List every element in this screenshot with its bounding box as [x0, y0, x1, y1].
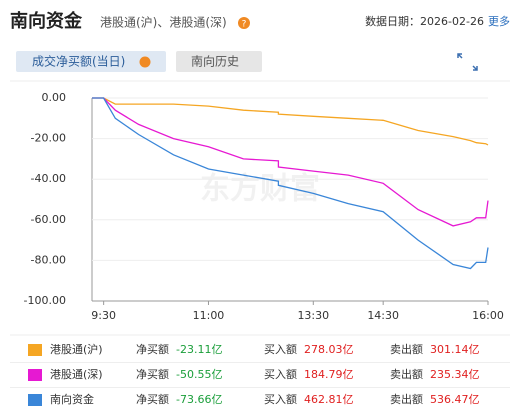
x-tick-label: 13:30	[297, 309, 329, 322]
tab-label: 南向历史	[191, 54, 239, 69]
series-line	[92, 97, 489, 270]
date: 数据日期：2026-02-26	[365, 14, 484, 28]
tab-active[interactable]	[16, 51, 166, 72]
y-tick-label: 0.00	[42, 91, 67, 104]
legend-swatch	[28, 394, 42, 406]
legend-swatch	[28, 344, 42, 356]
cell-value: 184.79亿	[304, 368, 354, 381]
legend-name: 港股通(深)	[50, 368, 103, 381]
help-mark: ?	[242, 20, 247, 30]
cell-label: 净买额	[136, 342, 169, 356]
watermark: 东方财富	[200, 172, 320, 207]
y-tick-label: -100.00	[24, 294, 66, 307]
cell-label: 净买额	[136, 367, 169, 381]
legend-name: 港股通(沪)	[50, 342, 103, 356]
title: 南向资金	[10, 10, 83, 32]
tab[interactable]	[176, 51, 262, 72]
cell-value: 301.14亿	[430, 343, 480, 356]
y-tick-label: -80.00	[31, 253, 66, 266]
subtitle: 港股通(沪)、港股通(深)	[100, 16, 227, 30]
cell-value: 462.81亿	[304, 393, 354, 406]
expand-icon[interactable]	[457, 53, 478, 71]
x-tick-label: 14:30	[367, 309, 399, 322]
cell-value: 278.03亿	[304, 343, 354, 356]
tab-label: 成交净买额(当日)	[32, 54, 125, 69]
series-line	[92, 97, 489, 227]
cell-label: 净买额	[136, 392, 169, 406]
y-tick-label: -40.00	[31, 172, 66, 185]
cell-value: 235.34亿	[430, 368, 480, 381]
cell-value: -73.66亿	[176, 393, 222, 406]
x-tick-label: 9:30	[91, 309, 116, 322]
y-tick-label: -60.00	[31, 213, 66, 226]
legend-name: 南向资金	[50, 392, 94, 406]
x-tick-label: 11:00	[193, 309, 225, 322]
more-link[interactable]: 更多	[488, 14, 510, 28]
y-tick-label: -20.00	[31, 132, 66, 145]
cell-label: 买入额	[264, 368, 297, 381]
cell-value: -23.11亿	[176, 343, 222, 356]
series-line	[92, 97, 489, 146]
cell-label: 买入额	[264, 393, 297, 406]
cell-value: 536.47亿	[430, 393, 480, 406]
cell-label: 卖出额	[390, 367, 423, 381]
cell-value: -50.55亿	[176, 368, 222, 381]
help-icon[interactable]	[238, 17, 250, 29]
x-tick-label: 16:00	[472, 309, 504, 322]
help-icon[interactable]	[139, 56, 151, 68]
cell-label: 买入额	[264, 343, 297, 356]
cell-label: 卖出额	[390, 392, 423, 406]
cell-label: 卖出额	[390, 342, 423, 356]
legend-swatch	[28, 369, 42, 381]
